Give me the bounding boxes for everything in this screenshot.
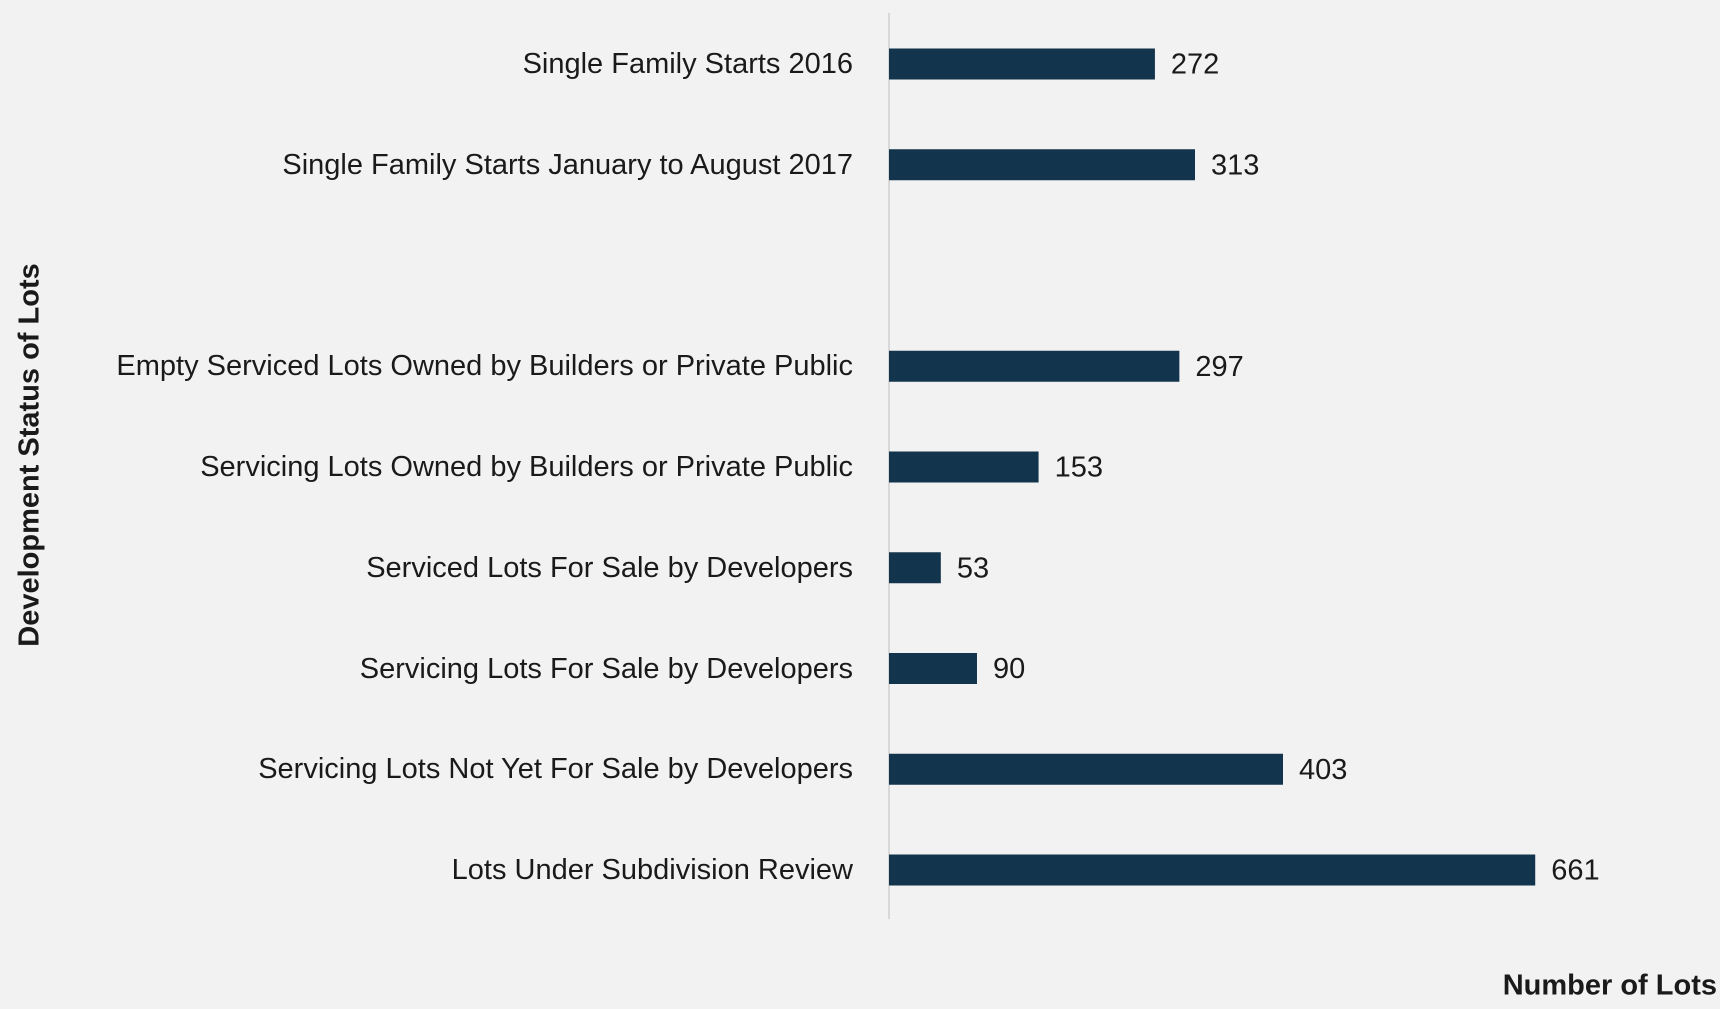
value-label: 403 — [1299, 754, 1347, 786]
y-axis-title: Development Status of Lots — [14, 263, 46, 647]
value-label: 661 — [1551, 855, 1599, 887]
value-label: 313 — [1211, 149, 1259, 181]
y-tick-label: Empty Serviced Lots Owned by Builders or… — [116, 350, 853, 383]
y-tick-label-box: Single Family Starts 2016 — [523, 14, 853, 114]
value-label: 153 — [1055, 452, 1103, 484]
bar — [889, 653, 977, 684]
bar — [889, 451, 1039, 483]
y-tick-label: Single Family Starts 2016 — [522, 48, 853, 80]
y-tick-label-box: Single Family Starts January to August 2… — [282, 115, 853, 215]
y-tick-label: Servicing Lots Not Yet For Sale by Devel… — [258, 753, 853, 786]
value-label: 272 — [1171, 49, 1219, 81]
y-tick-label: Servicing Lots For Sale by Developers — [359, 652, 853, 685]
y-tick-label: Serviced Lots For Sale by Developers — [366, 551, 853, 584]
bar — [889, 552, 941, 584]
y-tick-label-box: Serviced Lots For Sale by Developers — [366, 518, 853, 618]
y-tick-label: Single Family Starts January to August 2… — [282, 148, 853, 181]
value-label: 297 — [1195, 351, 1243, 383]
y-tick-label-box: Lots Under Subdivision Review — [452, 820, 853, 920]
y-tick-label: Servicing Lots Owned by Builders or Priv… — [200, 451, 853, 483]
y-tick-label-box: Servicing Lots Not Yet For Sale by Devel… — [258, 719, 853, 819]
value-label: 90 — [993, 653, 1025, 685]
bar — [889, 149, 1196, 181]
y-tick-label-box: Empty Serviced Lots Owned by Builders or… — [116, 316, 853, 416]
bar — [889, 753, 1283, 785]
bar — [889, 350, 1180, 382]
y-tick-label-box: Servicing Lots Owned by Builders or Priv… — [200, 417, 853, 517]
x-axis-title: Number of Lots — [1503, 970, 1717, 1002]
value-label: 53 — [957, 552, 989, 584]
bar — [889, 854, 1536, 886]
y-tick-label: Lots Under Subdivision Review — [451, 854, 853, 886]
bar — [889, 48, 1155, 80]
y-tick-label-box: Servicing Lots For Sale by Developers — [360, 619, 853, 719]
